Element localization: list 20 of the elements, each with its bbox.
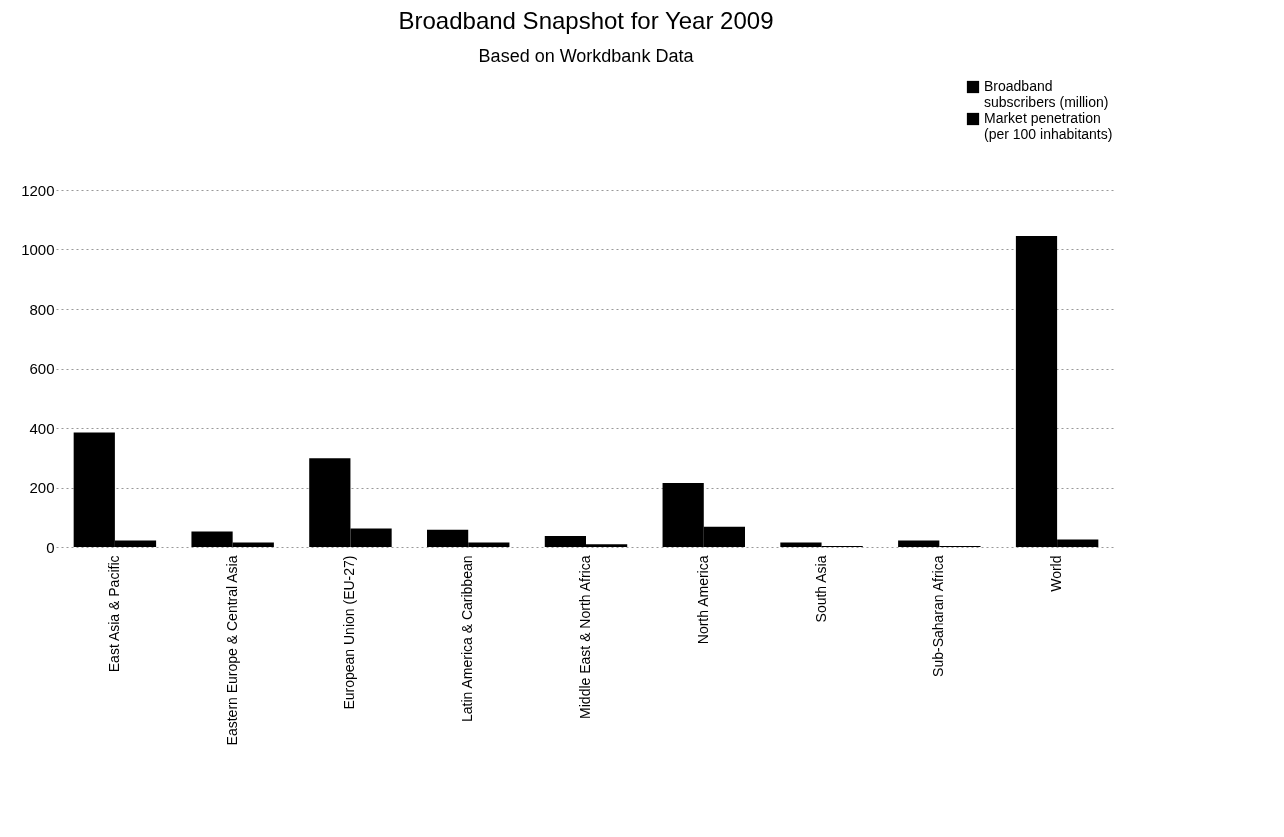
legend-label: Broadband subscribers (million) [984, 78, 1109, 110]
legend-label: Market penetration (per 100 inhabitants) [984, 110, 1113, 142]
chart-title: Broadband Snapshot for Year 2009 [398, 7, 774, 34]
y-tick-label: 600 [29, 360, 55, 377]
x-tick-label: Latin America & Caribbean [459, 555, 476, 723]
y-tick-label: 800 [29, 300, 55, 318]
y-tick-label: 1200 [21, 181, 55, 199]
x-tick-label: North America [694, 555, 711, 645]
x-tick-label: World [1048, 555, 1065, 592]
x-tick-label: South Asia [812, 555, 829, 623]
x-tick-label: Middle East & North Africa [577, 555, 593, 719]
y-tick-label: 400 [29, 419, 55, 437]
x-tick-label: Sub-Saharan Africa [930, 555, 947, 677]
x-tick-label: East Asia & Pacific [105, 555, 122, 673]
chart-subtitle: Based on Workdbank Data [478, 46, 695, 66]
x-tick-label: Eastern Europe & Central Asia [223, 555, 240, 746]
x-tick-label: European Union (EU-27) [341, 555, 358, 710]
y-tick-label: 0 [46, 538, 55, 556]
y-tick-label: 200 [29, 479, 55, 496]
y-tick-label: 1000 [21, 241, 55, 258]
